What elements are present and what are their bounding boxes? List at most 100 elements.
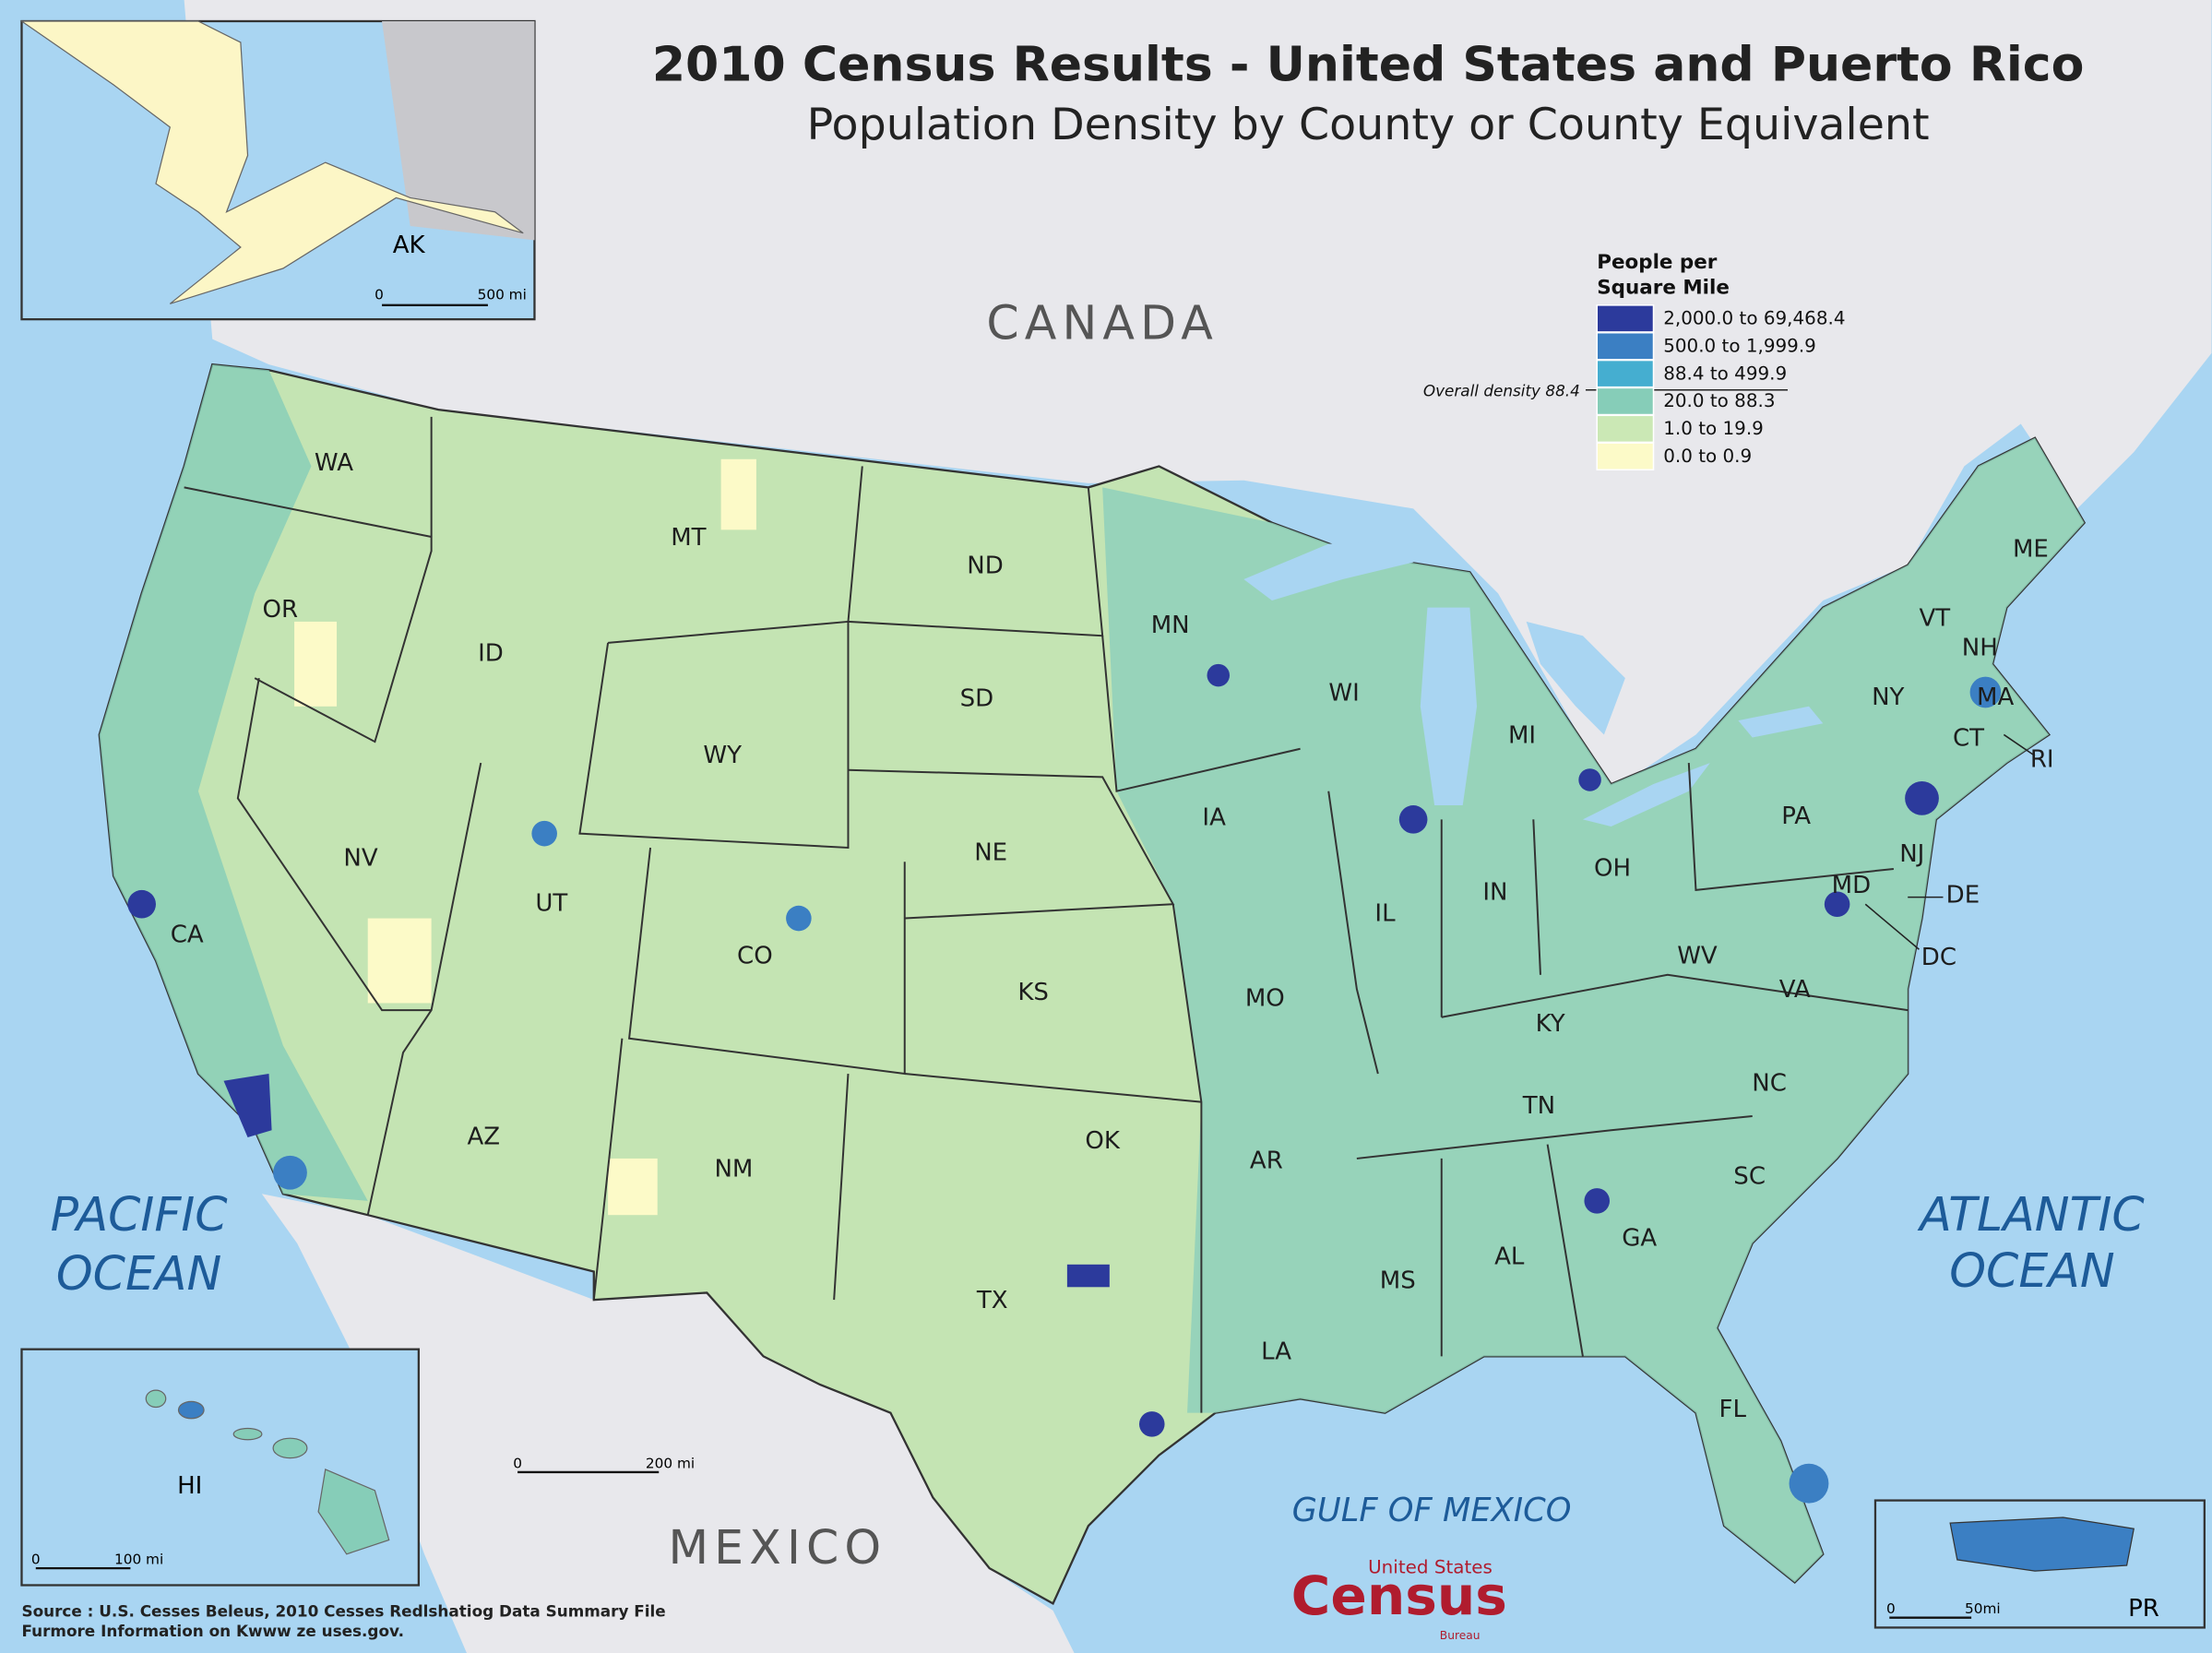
lake-superior <box>1243 540 1428 601</box>
legend-label: 1.0 to 19.9 <box>1663 418 1764 439</box>
state-label: SD <box>960 685 994 713</box>
lake-erie <box>1582 763 1710 826</box>
legend-swatch <box>1596 304 1655 333</box>
state-borders <box>184 416 1909 1413</box>
water-label: GULF OF MEXICO <box>1292 1492 1572 1529</box>
scale-label: 0 <box>375 287 384 303</box>
logo-bottom: Bureau <box>1440 1629 1481 1642</box>
state-label: AL <box>1494 1243 1525 1271</box>
title: 2010 Census Results - United States and … <box>652 38 2085 93</box>
scale-label: 0 <box>31 1551 41 1567</box>
state-label: FL <box>1719 1396 1747 1423</box>
mexico-land <box>261 1194 1075 1653</box>
state-label: PA <box>1781 803 1811 830</box>
legend-label: 88.4 to 499.9 <box>1663 363 1787 384</box>
state-label: DE <box>1946 882 1980 910</box>
west-coast-counties <box>99 364 368 1201</box>
hi-islands <box>145 1389 390 1555</box>
legend-swatch <box>1596 386 1655 416</box>
legend-label: 2,000.0 to 69,468.4 <box>1663 308 1845 329</box>
state-label: OR <box>262 596 298 624</box>
state-label: GA <box>1622 1225 1657 1253</box>
lake-huron <box>1526 621 1625 735</box>
state-label: CT <box>1953 725 1984 753</box>
country-label: CANADA <box>986 295 1219 350</box>
state-label: WA <box>315 449 353 477</box>
overall-density: Overall density 88.4 <box>1423 381 1580 399</box>
legend: 2,000.0 to 69,468.4 500.0 to 1,999.9 88.4 … <box>1596 304 1845 471</box>
ak-canada <box>21 20 535 241</box>
legend-label: 500.0 to 1,999.9 <box>1663 336 1816 357</box>
state-label: MO <box>1245 984 1285 1012</box>
state-label: NE <box>974 839 1007 867</box>
legend-swatch <box>1596 414 1655 444</box>
subtitle: Population Density by County or County E… <box>807 100 1930 150</box>
state-label: AR <box>1250 1147 1283 1174</box>
ri-leader <box>2003 733 2036 757</box>
state-label: CO <box>737 942 773 969</box>
scale-label: 50mi <box>1965 1600 2001 1617</box>
state-label: TX <box>976 1287 1008 1314</box>
legend-swatch <box>1596 442 1655 471</box>
eastern-counties <box>1102 437 2085 1583</box>
state-label: NC <box>1752 1069 1787 1097</box>
state-label: NV <box>343 845 377 873</box>
legend-title: People per <box>1597 251 1718 274</box>
state-label: CA <box>171 921 204 948</box>
state-label: KS <box>1017 979 1049 1006</box>
scale-label: 200 mi <box>646 1455 695 1471</box>
inset-label: HI <box>177 1472 202 1500</box>
state-label: ME <box>2013 535 2049 563</box>
state-label: WI <box>1328 680 1359 708</box>
canada-land <box>184 0 2212 791</box>
logo-main: Census <box>1291 1564 1507 1627</box>
dense-areas <box>127 458 2002 1504</box>
lake-ontario <box>1738 706 1824 738</box>
state-label: MI <box>1508 721 1536 749</box>
water-label: PACIFIC <box>51 1187 229 1242</box>
state-labels: WA OR CA ID NV UT AZ MT WY CO NM ND SD NE KS OK TX MN IA MO… <box>171 449 2054 1423</box>
scale-label: 0 <box>1886 1600 1896 1617</box>
legend-swatch <box>1596 359 1655 388</box>
lake-michigan <box>1420 607 1478 806</box>
water-label: ATLANTIC <box>1917 1187 2145 1242</box>
state-label: VT <box>1919 604 1950 632</box>
dc-leader <box>1864 903 1920 950</box>
state-label: IL <box>1374 899 1396 927</box>
state-label: NY <box>1872 684 1904 711</box>
ak-land <box>19 20 524 304</box>
legend-label: 0.0 to 0.9 <box>1663 446 1752 467</box>
inset-label: PR <box>2128 1595 2159 1623</box>
source-line: Source : U.S. Cesses Beleus, 2010 Cesses… <box>21 1602 665 1621</box>
source-line: Furmore Information on Kwww ze uses.gov. <box>21 1622 404 1640</box>
state-label: IA <box>1202 803 1226 831</box>
state-label: MS <box>1380 1267 1416 1295</box>
logo-top: United States <box>1368 1557 1493 1578</box>
legend-label: 20.0 to 88.3 <box>1663 390 1775 411</box>
state-label: UT <box>535 890 567 918</box>
state-label: TN <box>1522 1092 1555 1120</box>
state-label: LA <box>1261 1338 1291 1365</box>
state-label: WV <box>1677 942 1718 969</box>
legend-title: Square Mile <box>1597 276 1730 299</box>
state-label: NJ <box>1899 840 1924 868</box>
legend-swatch <box>1596 331 1655 361</box>
state-label: IN <box>1482 878 1507 906</box>
state-label: MD <box>1832 872 1871 899</box>
state-label: MA <box>1977 684 2014 711</box>
scale-label: 100 mi <box>114 1551 163 1567</box>
state-label: AZ <box>468 1123 501 1150</box>
scale-label: 0 <box>513 1455 522 1471</box>
state-label: SC <box>1733 1162 1766 1190</box>
state-label: VA <box>1779 976 1811 1004</box>
state-label: KY <box>1536 1010 1565 1038</box>
state-label: WY <box>703 742 742 769</box>
state-label: MN <box>1151 612 1190 639</box>
inset-label: AK <box>393 232 426 259</box>
state-label: DC <box>1921 944 1956 971</box>
country-label: MEXICO <box>668 1520 886 1575</box>
state-label: OH <box>1594 854 1631 882</box>
state-label: NM <box>714 1156 753 1183</box>
state-label: NH <box>1962 635 1998 662</box>
